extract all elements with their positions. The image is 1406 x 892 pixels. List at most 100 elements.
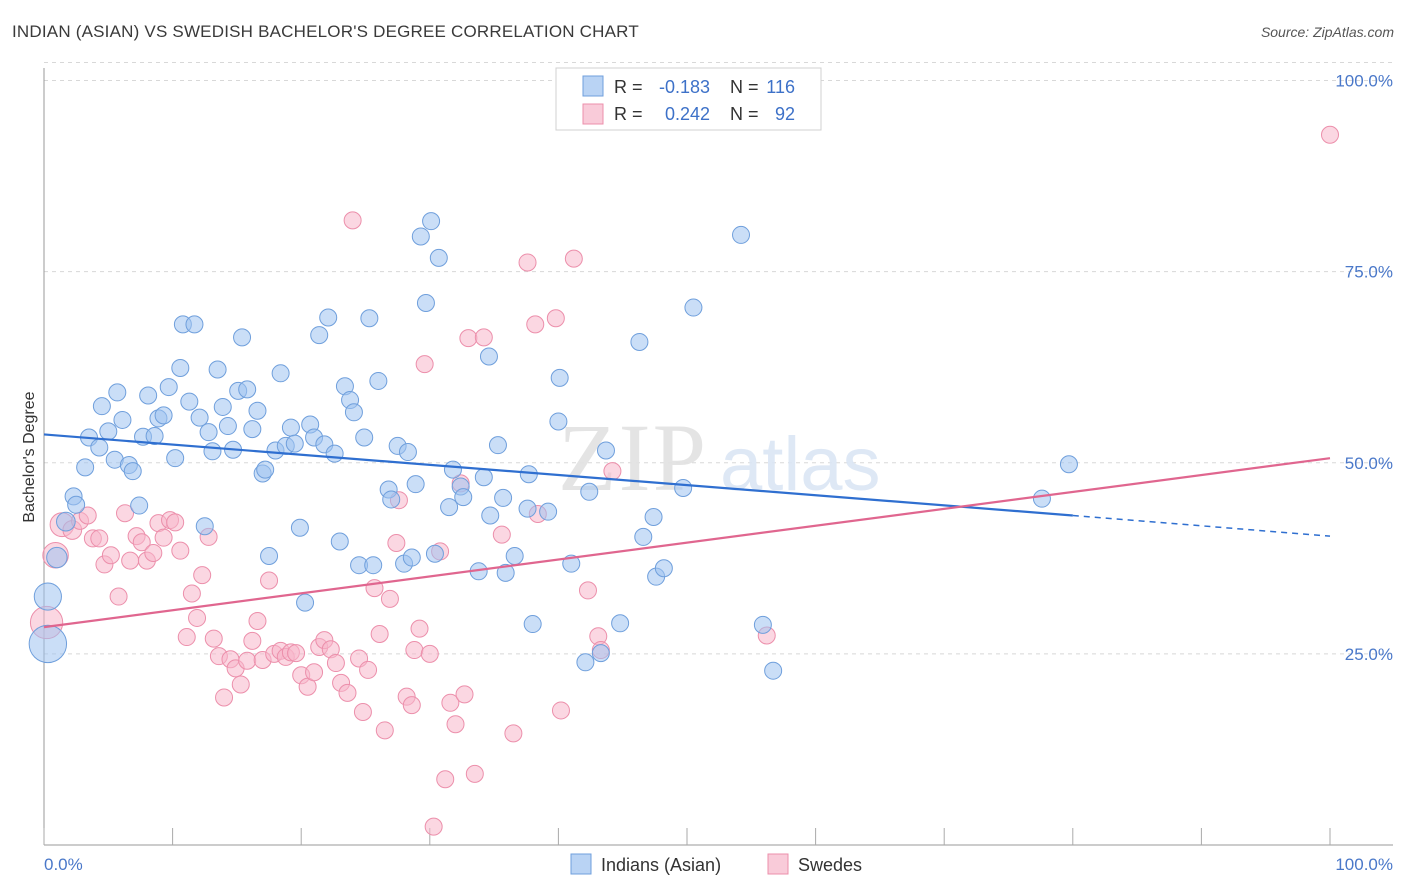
chart-source: Source: ZipAtlas.com [1260, 24, 1394, 40]
legend-swedes-swatch [767, 853, 789, 875]
swedes-point-7 [90, 529, 109, 548]
indians-point-89 [505, 547, 524, 566]
indians-point-43 [260, 547, 279, 566]
indians-point-83 [474, 468, 493, 487]
stats-legend-blue-swatch [582, 75, 604, 97]
indians-point-81 [454, 488, 473, 507]
stats-legend-n-label-blue: N = [730, 77, 759, 97]
swedes-point-74 [455, 685, 474, 704]
indians-point-108 [684, 298, 703, 317]
y-tick-label-2: 75.0% [1345, 263, 1393, 282]
swedes-point-58 [375, 721, 394, 740]
indians-point-16 [130, 496, 149, 515]
indians-point-9 [92, 397, 111, 416]
indians-point-92 [523, 615, 542, 634]
indians-point-65 [369, 371, 388, 390]
legend-indians-swatch [570, 853, 592, 875]
swedes-point-64 [405, 641, 424, 660]
swedes-point-67 [420, 644, 439, 663]
indians-point-57 [330, 532, 349, 551]
indians-point-109 [732, 225, 751, 244]
swedes-point-57 [370, 624, 389, 643]
y-tick-labels: 25.0% 50.0% 75.0% 100.0% [1335, 72, 1393, 664]
swedes-point-45 [305, 663, 324, 682]
indians-point-5 [67, 495, 86, 514]
indians-point-90 [518, 499, 537, 518]
indians-point-88 [496, 563, 515, 582]
indians-point-8 [90, 438, 109, 457]
indians-point-100 [596, 441, 615, 460]
swedes-points [29, 125, 1339, 836]
x-ticks [43, 828, 1331, 845]
swedes-point-79 [504, 724, 523, 743]
indians-point-97 [576, 653, 595, 672]
swedes-point-42 [287, 644, 306, 663]
indians-point-37 [233, 328, 252, 347]
swedes-point-5 [78, 506, 97, 525]
indians-point-62 [355, 428, 374, 447]
indians-point-26 [180, 392, 199, 411]
indians-trend-extension [1072, 514, 1331, 537]
indians-point-55 [319, 308, 338, 327]
swedes-point-33 [238, 651, 257, 670]
stats-legend-r-label-pink: R = [614, 104, 643, 124]
indians-point-40 [248, 401, 267, 420]
y-tick-label-1: 50.0% [1345, 454, 1393, 473]
swedes-point-54 [353, 702, 372, 721]
swedes-point-29 [215, 688, 234, 707]
indians-point-21 [154, 406, 173, 425]
series-legend: Indians (Asian) Swedes [570, 853, 862, 875]
y-tick-label-0: 25.0% [1345, 645, 1393, 664]
stats-legend-r-value-pink: 0.242 [665, 104, 710, 124]
indians-point-113 [1059, 455, 1078, 474]
indians-point-67 [382, 490, 401, 509]
indians-point-18 [139, 386, 158, 405]
swedes-point-66 [415, 355, 434, 374]
chart-title: INDIAN (ASIAN) VS SWEDISH BACHELOR'S DEG… [12, 22, 639, 41]
swedes-point-68 [424, 817, 443, 836]
swedes-point-91 [1321, 125, 1339, 144]
stats-legend-r-value-blue: -0.183 [659, 77, 710, 97]
indians-point-27 [185, 315, 204, 334]
swedes-point-84 [551, 701, 570, 720]
swedes-point-70 [436, 770, 455, 789]
indians-point-102 [630, 332, 649, 351]
indians-point-2 [46, 546, 68, 569]
stats-legend: R = -0.183 N = 116 R = 0.242 N = 92 [555, 67, 822, 131]
indians-point-74 [416, 293, 435, 312]
swedes-point-52 [343, 211, 362, 230]
indians-point-71 [402, 548, 421, 567]
indians-point-47 [281, 418, 300, 437]
indians-point-12 [108, 383, 127, 402]
swedes-point-25 [193, 566, 212, 585]
watermark-atlas: atlas [720, 422, 881, 507]
indians-point-112 [1032, 489, 1051, 508]
indians-point-56 [325, 444, 344, 463]
indians-point-39 [243, 420, 262, 439]
swedes-point-10 [109, 587, 128, 606]
indians-point-72 [406, 475, 425, 494]
indians-point-79 [443, 460, 462, 479]
swedes-point-76 [465, 764, 484, 783]
indians-point-31 [203, 442, 222, 461]
indians-point-103 [634, 527, 653, 546]
indians-point-106 [654, 559, 673, 578]
swedes-point-35 [248, 612, 267, 631]
indians-point-85 [481, 506, 500, 525]
swedes-point-16 [144, 543, 163, 562]
swedes-point-22 [177, 628, 196, 647]
indians-point-99 [591, 644, 610, 663]
stats-legend-n-value-pink: 92 [775, 104, 795, 124]
swedes-point-18 [154, 528, 173, 547]
indians-point-48 [285, 434, 304, 453]
gridlines [44, 62, 1393, 655]
indians-point-111 [764, 661, 783, 680]
swedes-point-85 [564, 249, 583, 268]
trend-lines [43, 433, 1331, 629]
swedes-point-55 [359, 660, 378, 679]
swedes-point-78 [492, 525, 511, 544]
stats-legend-pink-swatch [582, 103, 604, 125]
indians-point-23 [166, 449, 185, 468]
swedes-point-89 [603, 462, 622, 481]
